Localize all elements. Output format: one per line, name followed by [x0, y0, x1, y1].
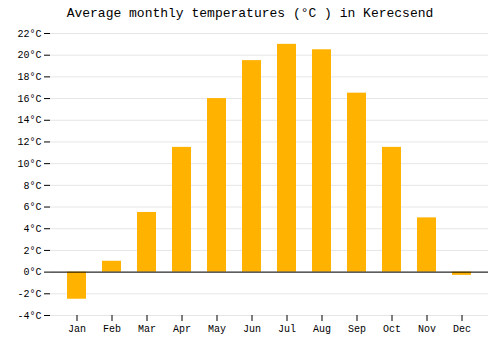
- svg-text:2°C: 2°C: [23, 246, 41, 257]
- svg-text:Jul: Jul: [278, 324, 296, 335]
- svg-text:Apr: Apr: [173, 324, 191, 335]
- svg-text:Jun: Jun: [243, 324, 261, 335]
- svg-text:14°C: 14°C: [17, 115, 41, 126]
- svg-text:18°C: 18°C: [17, 72, 41, 83]
- svg-text:-4°C: -4°C: [17, 311, 41, 322]
- svg-text:Oct: Oct: [383, 324, 401, 335]
- svg-text:22°C: 22°C: [17, 29, 41, 40]
- svg-text:Jan: Jan: [68, 324, 86, 335]
- svg-text:Sep: Sep: [348, 324, 366, 335]
- svg-text:8°C: 8°C: [23, 181, 41, 192]
- svg-text:Nov: Nov: [418, 324, 436, 335]
- svg-text:20°C: 20°C: [17, 50, 41, 61]
- svg-text:0°C: 0°C: [23, 267, 41, 278]
- svg-text:Mar: Mar: [138, 324, 156, 335]
- svg-text:6°C: 6°C: [23, 202, 41, 213]
- svg-text:4°C: 4°C: [23, 224, 41, 235]
- svg-text:Aug: Aug: [313, 324, 331, 335]
- html-text:Average monthly temperatures (: Average monthly temperatures (°C ) in Ke…: [66, 6, 434, 21]
- svg-text:12°C: 12°C: [17, 137, 41, 148]
- svg-text:Dec: Dec: [453, 324, 471, 335]
- svg-text:10°C: 10°C: [17, 159, 41, 170]
- svg-text:Feb: Feb: [103, 324, 121, 335]
- svg-text:16°C: 16°C: [17, 94, 41, 105]
- svg-text:May: May: [208, 324, 226, 335]
- svg-text:-2°C: -2°C: [17, 289, 41, 300]
